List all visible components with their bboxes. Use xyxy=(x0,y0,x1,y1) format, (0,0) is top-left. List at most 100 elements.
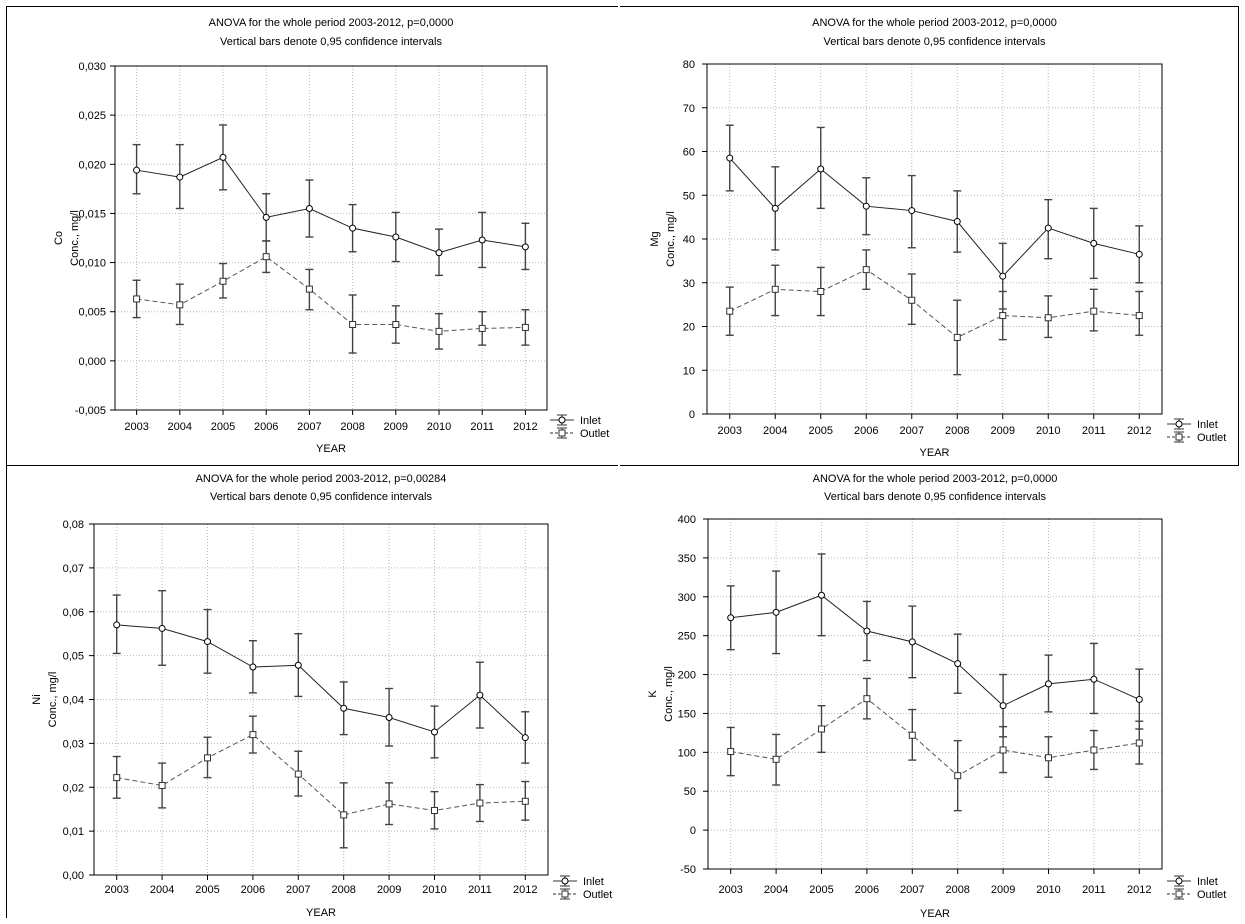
chart-0-series-1-point xyxy=(478,324,486,332)
chart-2-xtick-label: 2008 xyxy=(331,884,355,896)
chart-1-legend-label-0: Inlet xyxy=(1197,419,1218,431)
chart-3-xtick-label: 2012 xyxy=(1127,884,1151,896)
chart-2-series-1-point xyxy=(476,799,484,807)
chart-0-series-1-point xyxy=(521,323,529,331)
chart-2-xtick-label: 2011 xyxy=(468,884,492,896)
chart-3-ylabel-element: K xyxy=(647,690,659,698)
chart-3-series-0-point xyxy=(954,660,962,668)
chart-0-xtick-label: 2007 xyxy=(297,421,321,433)
chart-3-xtick-label: 2010 xyxy=(1036,884,1060,896)
chart-1-ytick-label: 50 xyxy=(683,190,695,202)
chart-0-ytick-label: 0,015 xyxy=(78,208,106,220)
chart-1-ytick-label: 10 xyxy=(683,365,695,377)
chart-3-series-0-point xyxy=(999,702,1007,710)
chart-3-subtitle: Vertical bars denote 0,95 confidence int… xyxy=(824,491,1046,503)
chart-1-xtick-label: 2007 xyxy=(900,425,924,437)
chart-0-xtick-label: 2011 xyxy=(470,421,494,433)
chart-0-series-1-point xyxy=(133,295,141,303)
chart-3-ytick-label: 0 xyxy=(690,825,696,837)
chart-2-ylabel-element: Ni xyxy=(31,694,43,704)
chart-3-series-0-point xyxy=(1090,675,1098,683)
chart-1-legend-label-1: Outlet xyxy=(1197,432,1226,444)
frame-left-line xyxy=(6,6,7,918)
chart-2-ytick-label: 0,00 xyxy=(63,870,84,882)
chart-2-ytick-label: 0,02 xyxy=(63,782,84,794)
chart-1-xtick-label: 2006 xyxy=(854,425,878,437)
chart-3-series-1-point xyxy=(1135,739,1143,747)
chart-0-ytick-label: 0,030 xyxy=(78,61,106,73)
chart-1-series-0-point xyxy=(817,165,825,173)
chart-1-series-1-point xyxy=(999,312,1007,320)
chart-3-series-1-point xyxy=(954,772,962,780)
chart-2-series-0-point xyxy=(431,728,438,736)
frame-middle-line xyxy=(6,465,618,466)
chart-3-series-1-point xyxy=(908,731,916,739)
chart-1-ytick-label: 20 xyxy=(683,322,695,334)
chart-1-xtick-label: 2009 xyxy=(991,425,1015,437)
chart-2-series-0-point xyxy=(476,691,484,699)
chart-1-ytick-label: 30 xyxy=(683,278,695,290)
chart-1-xtick-label: 2004 xyxy=(763,425,787,437)
chart-1-xtick-label: 2005 xyxy=(809,425,833,437)
chart-3-series-0-point xyxy=(818,591,825,599)
chart-2-series-1-point xyxy=(340,811,348,819)
chart-3-ytick-label: 50 xyxy=(684,786,696,798)
chart-2-series-1-point xyxy=(431,807,438,815)
chart-2-series-0-point xyxy=(249,663,257,671)
chart-3-xtick-label: 2005 xyxy=(809,884,833,896)
chart-2-ytick-label: 0,04 xyxy=(63,695,84,707)
chart-3-series-0-line xyxy=(730,594,1140,707)
chart-1-series-0-point xyxy=(1044,224,1052,232)
chart-3-series-1-point xyxy=(1045,754,1052,762)
chart-1-series-0-point xyxy=(999,272,1007,280)
chart-panel-co: ANOVA for the whole period 2003-2012, p=… xyxy=(53,17,609,455)
chart-panel-k: ANOVA for the whole period 2003-2012, p=… xyxy=(647,473,1226,920)
chart-3-ytick-label: 200 xyxy=(678,670,696,682)
chart-0-xtick-label: 2012 xyxy=(513,421,537,433)
chart-panel-ni: ANOVA for the whole period 2003-2012, p=… xyxy=(31,473,612,919)
chart-2-series-0-point xyxy=(113,621,121,629)
chart-3-xtick-label: 2006 xyxy=(855,884,879,896)
chart-3-legend-label-1: Outlet xyxy=(1197,889,1226,901)
chart-1-ytick-label: 60 xyxy=(683,147,695,159)
chart-3-legend-marker-0 xyxy=(1175,877,1183,885)
frame-right-line xyxy=(1238,6,1239,466)
chart-1-series-1-point xyxy=(1044,314,1052,322)
chart-0-ytick-label: 0,025 xyxy=(78,110,106,122)
chart-2-series-1-point xyxy=(204,754,211,762)
chart-0-legend-marker-0 xyxy=(558,416,566,424)
chart-1-ytick-label: 70 xyxy=(683,103,695,115)
chart-0-series-0-line xyxy=(136,156,526,254)
chart-0-ylabel-element: Co xyxy=(53,231,65,245)
chart-2-legend-label-0: Inlet xyxy=(583,876,604,888)
chart-1-ytick-label: 80 xyxy=(683,59,695,71)
chart-0-series-0-point xyxy=(349,224,357,232)
chart-2-series-0-point xyxy=(385,713,393,721)
chart-2-series-0-point xyxy=(158,624,166,632)
chart-2-plot-frame xyxy=(93,523,549,876)
chart-3-series-0-point xyxy=(1045,680,1052,688)
chart-3-series-0-point xyxy=(863,627,871,635)
chart-1-plot-frame xyxy=(706,63,1163,415)
chart-0-legend-label-0: Inlet xyxy=(580,415,601,427)
chart-2-series-1-point xyxy=(113,774,121,782)
chart-2-ylabel: Conc., mg/l xyxy=(47,672,59,728)
chart-3-xtick-label: 2009 xyxy=(991,884,1015,896)
chart-2-series-1-point xyxy=(158,781,166,789)
chart-0-xtick-label: 2003 xyxy=(124,421,148,433)
chart-1-series-1-point xyxy=(862,266,870,274)
chart-2-subtitle: Vertical bars denote 0,95 confidence int… xyxy=(210,491,432,503)
chart-0-plot-frame xyxy=(114,65,548,411)
chart-0-series-0-point xyxy=(219,153,227,161)
chart-1-ytick-label: 40 xyxy=(683,234,695,246)
chart-2-xtick-label: 2010 xyxy=(422,884,446,896)
chart-2-series-0-point xyxy=(521,734,529,742)
chart-0-ytick-label: 0,005 xyxy=(78,307,106,319)
chart-1-series-0-point xyxy=(726,154,734,162)
chart-1-series-1-line xyxy=(729,269,1140,339)
chart-2-xtick-label: 2007 xyxy=(286,884,310,896)
chart-3-series-0-point xyxy=(1135,695,1143,703)
chart-1-xtick-label: 2012 xyxy=(1127,425,1151,437)
chart-0-legend-label-1: Outlet xyxy=(580,428,609,440)
chart-3-xlabel: YEAR xyxy=(920,908,950,920)
